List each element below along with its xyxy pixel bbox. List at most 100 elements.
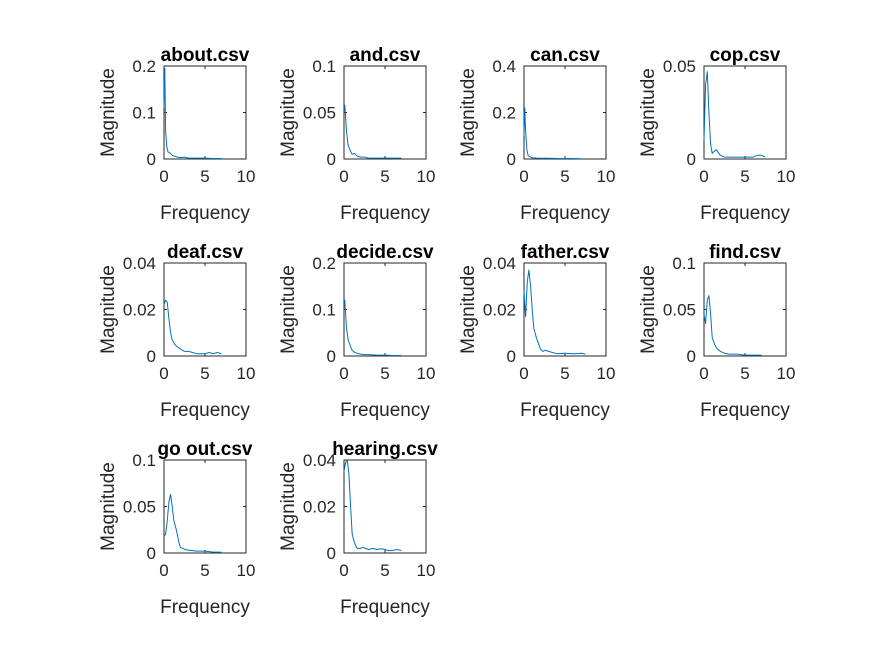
x-axis-label: Frequency bbox=[340, 203, 430, 224]
x-tick-label: 5 bbox=[740, 167, 749, 186]
subplot-title: can.csv bbox=[530, 45, 600, 66]
y-tick-label: 0 bbox=[327, 544, 336, 563]
x-tick-label: 5 bbox=[560, 167, 569, 186]
subplot: 0 5 10 0 0.2 0.4 can.csv Frequency Magnitude bbox=[458, 45, 615, 224]
y-tick-label: 0.2 bbox=[312, 254, 336, 273]
x-tick-label: 0 bbox=[339, 167, 348, 186]
subplot: 0 5 10 0 0.05 0.1 and.csv Frequency Magnitude bbox=[278, 45, 435, 224]
x-axis-label: Frequency bbox=[700, 203, 790, 224]
subplot-title: go out.csv bbox=[157, 439, 252, 460]
x-tick-label: 0 bbox=[699, 364, 708, 383]
y-tick-label: 0.05 bbox=[123, 498, 156, 517]
y-tick-label: 0.04 bbox=[303, 451, 336, 470]
axes-box bbox=[163, 262, 247, 357]
y-axis-label: Magnitude bbox=[98, 462, 119, 551]
x-tick-label: 10 bbox=[417, 561, 436, 580]
y-axis-label: Magnitude bbox=[638, 265, 659, 354]
y-axis-label: Magnitude bbox=[278, 68, 299, 157]
subplot-title: hearing.csv bbox=[332, 439, 438, 460]
y-tick-label: 0.05 bbox=[303, 104, 336, 123]
y-tick-label: 0.1 bbox=[132, 451, 156, 470]
x-tick-label: 0 bbox=[339, 561, 348, 580]
axes-box bbox=[343, 65, 427, 160]
x-tick-label: 10 bbox=[597, 364, 616, 383]
y-tick-label: 0.04 bbox=[123, 254, 156, 273]
axes-box bbox=[343, 459, 427, 554]
x-tick-label: 0 bbox=[339, 364, 348, 383]
y-axis-label: Magnitude bbox=[458, 68, 479, 157]
subplot-title: cop.csv bbox=[710, 45, 781, 66]
x-tick-label: 10 bbox=[777, 364, 796, 383]
y-tick-label: 0 bbox=[507, 150, 516, 169]
subplot-title: and.csv bbox=[350, 45, 421, 66]
y-tick-label: 0.02 bbox=[303, 498, 336, 517]
series-line bbox=[703, 295, 762, 356]
y-tick-label: 0 bbox=[147, 150, 156, 169]
y-axis-label: Magnitude bbox=[98, 265, 119, 354]
axes-box bbox=[703, 262, 787, 357]
series-line bbox=[163, 493, 222, 553]
x-tick-label: 5 bbox=[380, 561, 389, 580]
y-tick-label: 0.04 bbox=[483, 254, 516, 273]
x-tick-label: 10 bbox=[237, 561, 256, 580]
x-tick-label: 5 bbox=[740, 364, 749, 383]
y-axis-label: Magnitude bbox=[638, 68, 659, 157]
x-tick-label: 0 bbox=[519, 167, 528, 186]
y-tick-label: 0 bbox=[687, 347, 696, 366]
y-tick-label: 0 bbox=[147, 544, 156, 563]
x-axis-label: Frequency bbox=[520, 400, 610, 421]
y-tick-label: 0 bbox=[327, 347, 336, 366]
x-tick-label: 10 bbox=[417, 167, 436, 186]
series-line bbox=[343, 104, 402, 159]
subplot: 0 5 10 0 0.05 0.1 find.csv Frequency Magnitude bbox=[638, 242, 795, 421]
x-tick-label: 10 bbox=[417, 364, 436, 383]
axes-box bbox=[163, 65, 247, 160]
x-tick-label: 5 bbox=[560, 364, 569, 383]
subplot: 0 5 10 0 0.02 0.04 father.csv Frequency Magnitud… bbox=[458, 242, 615, 421]
x-tick-label: 5 bbox=[380, 167, 389, 186]
subplot-title: about.csv bbox=[161, 45, 250, 66]
x-tick-label: 0 bbox=[159, 364, 168, 383]
y-tick-label: 0 bbox=[147, 347, 156, 366]
x-tick-label: 0 bbox=[519, 364, 528, 383]
x-tick-label: 0 bbox=[159, 561, 168, 580]
y-tick-label: 0.2 bbox=[132, 57, 156, 76]
x-tick-label: 0 bbox=[699, 167, 708, 186]
y-tick-label: 0.02 bbox=[483, 301, 516, 320]
x-axis-label: Frequency bbox=[520, 203, 610, 224]
y-tick-label: 0.02 bbox=[123, 301, 156, 320]
x-tick-label: 0 bbox=[159, 167, 168, 186]
y-axis-label: Magnitude bbox=[98, 68, 119, 157]
y-tick-label: 0.1 bbox=[312, 301, 336, 320]
x-axis-label: Frequency bbox=[340, 400, 430, 421]
y-tick-label: 0.1 bbox=[312, 57, 336, 76]
axes-box bbox=[343, 262, 427, 357]
subplot-title: decide.csv bbox=[336, 242, 434, 263]
y-tick-label: 0.05 bbox=[663, 301, 696, 320]
x-tick-label: 10 bbox=[597, 167, 616, 186]
x-tick-label: 10 bbox=[237, 364, 256, 383]
subplot: 0 5 10 0 0.02 0.04 deaf.csv Frequency Magnitude bbox=[98, 242, 255, 421]
x-axis-label: Frequency bbox=[700, 400, 790, 421]
series-line bbox=[343, 459, 402, 552]
x-axis-label: Frequency bbox=[340, 597, 430, 618]
y-tick-label: 0.05 bbox=[663, 57, 696, 76]
axes-box bbox=[523, 262, 607, 357]
y-axis-label: Magnitude bbox=[458, 265, 479, 354]
subplot: 0 5 10 0 0.1 0.2 about.csv Frequency Magnitude bbox=[98, 45, 255, 224]
axes-box bbox=[703, 65, 787, 160]
x-axis-label: Frequency bbox=[160, 203, 250, 224]
y-tick-label: 0 bbox=[687, 150, 696, 169]
x-tick-label: 10 bbox=[237, 167, 256, 186]
subplot-title: find.csv bbox=[709, 242, 781, 263]
x-axis-label: Frequency bbox=[160, 597, 250, 618]
subplot: 0 5 10 0 0.05 0.1go out.csv Frequency Magnitude bbox=[98, 439, 255, 618]
y-axis-label: Magnitude bbox=[278, 462, 299, 551]
series-line bbox=[523, 269, 586, 355]
x-axis-label: Frequency bbox=[160, 400, 250, 421]
y-axis-label: Magnitude bbox=[278, 265, 299, 354]
y-tick-label: 0 bbox=[327, 150, 336, 169]
